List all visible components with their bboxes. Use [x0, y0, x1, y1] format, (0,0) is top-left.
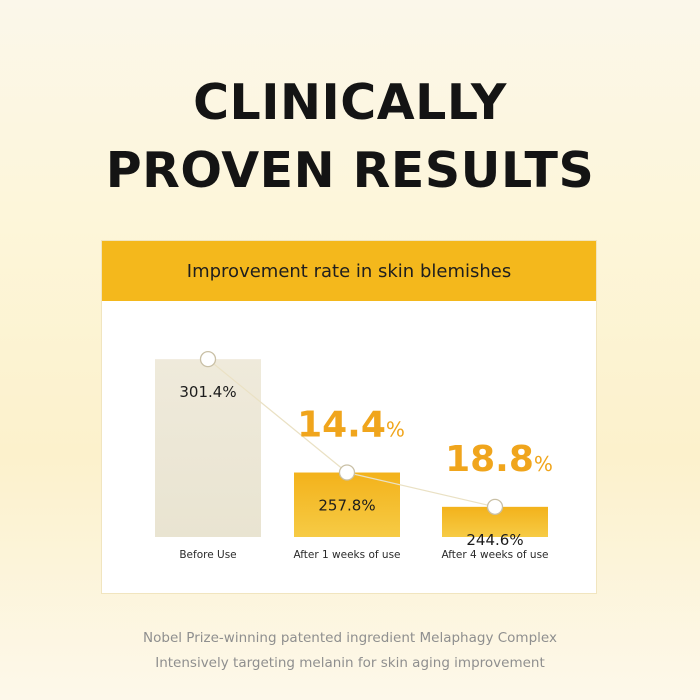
footer-line-1: Nobel Prize-winning patented ingredient … [143, 630, 557, 646]
trend-marker-0 [199, 351, 217, 368]
page-title-line2: PROVEN RESULTS [105, 142, 595, 199]
category-label-0: Before Use [179, 549, 236, 561]
bar-1 [294, 472, 400, 537]
improvement-value-1: 18.8% [445, 439, 553, 480]
value-label-0: 301.4% [179, 383, 236, 401]
value-label-1: 257.8% [318, 497, 375, 515]
category-label-2: After 4 weeks of use [441, 549, 548, 561]
improvement-unit-1: % [534, 452, 553, 476]
chart-card: Improvement rate in skin blemishes 301.4… [101, 240, 597, 594]
category-label-1: After 1 weeks of use [293, 549, 400, 561]
trend-marker-2 [486, 498, 504, 515]
bar-chart: 301.4% Before Use 257.8% After 1 weeks of u… [155, 351, 553, 561]
bar-0 [155, 359, 261, 537]
page-title-line1: CLINICALLY [193, 74, 507, 131]
improvement-unit-0: % [386, 418, 405, 442]
footer-line-2: Intensively targeting melanin for skin a… [155, 655, 545, 671]
trend-marker-1 [338, 464, 356, 481]
improvement-value-0: 14.4% [297, 405, 405, 446]
value-label-2: 244.6% [466, 531, 523, 549]
chart-title: Improvement rate in skin blemishes [102, 241, 596, 301]
